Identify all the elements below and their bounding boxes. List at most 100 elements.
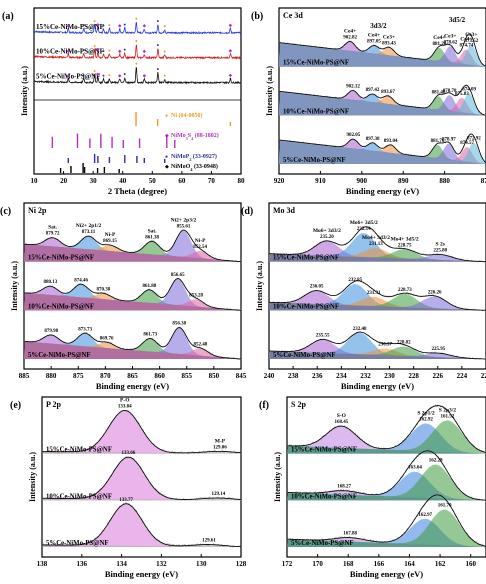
x-tick-label: 885	[19, 372, 30, 380]
peak-value-label: 133.84	[118, 404, 132, 409]
peak-assignment-label: Mo6+ 3d3/2	[313, 228, 341, 234]
x-tick-label: 232	[360, 372, 371, 380]
y-axis-label: Intensity (a.u.)	[273, 452, 282, 502]
x-tick-label: 170	[312, 560, 323, 568]
fit-component	[287, 509, 486, 547]
peak-value-label: 879.72	[46, 232, 60, 237]
x-axis-label: Binding energy (eV)	[341, 381, 414, 391]
sample-label: 10%Ce-NiMo-PS@NF	[291, 493, 357, 500]
fit-envelope	[42, 410, 242, 454]
fit-envelope	[287, 450, 486, 501]
sample-label: 10%Ce-NiMo-PS@NF	[28, 303, 94, 310]
panel-letter: (e)	[10, 400, 21, 411]
peak-value-label: 893.43	[382, 41, 396, 46]
panel-letter: (f)	[259, 400, 269, 411]
peak-assignment-label: S 2s	[436, 242, 445, 248]
phase-marker: ◆	[96, 72, 100, 77]
legend-marker: ●	[165, 114, 168, 119]
phase-marker: ●	[82, 23, 85, 28]
series-label: 15%Ce-NiMo-PS@NF	[36, 23, 104, 31]
x-tick-label: 130	[196, 560, 207, 568]
peak-value-label: 161.52	[441, 414, 455, 419]
fit-envelope	[24, 278, 242, 311]
phase-marker: ●	[82, 48, 85, 53]
y-axis-label: Intensity (a.u.)	[28, 452, 37, 502]
peak-value-label: 228.82	[397, 341, 411, 346]
x-tick-label: 50	[149, 177, 157, 185]
fit-envelope	[287, 494, 486, 547]
peak-value-label: 875.83	[455, 92, 469, 97]
legend-entry: NiMoO4 (33-0948)	[171, 163, 218, 172]
peak-value-label: 881.70	[431, 139, 445, 144]
x-tick-label: 134	[116, 560, 127, 568]
legend-entry: NiMoP2 (33-0927)	[171, 153, 217, 162]
sample-label: 15%Ce-NiMo-PS@NF	[291, 447, 357, 454]
phase-marker: ●	[108, 72, 111, 77]
x-tick-label: 238	[288, 372, 299, 380]
phase-marker: ●	[123, 47, 126, 52]
text-part: 4	[191, 136, 194, 141]
panel-c-xps: 885 880 875 870 865 860 855 850 845 Binding energ…	[0, 202, 247, 391]
fit-envelope	[279, 84, 486, 116]
sample-label: 5%Ce-NiMo-PS@NF	[283, 157, 346, 164]
x-tick-label: 870	[100, 372, 111, 380]
panel-title: Ce 3d	[283, 11, 303, 20]
xrd-pattern-line	[33, 21, 242, 35]
peak-value-label: 878.78	[443, 89, 457, 94]
y-axis-label: Intensity (a.u.)	[255, 261, 264, 311]
plot-frame	[278, 7, 486, 175]
fit-component	[287, 420, 486, 454]
peak-value-label: 236.05	[310, 285, 324, 290]
phase-marker: ●	[135, 61, 138, 66]
peak-value-label: 893.67	[381, 90, 395, 95]
peak-value-label: 133.66	[121, 451, 135, 456]
phase-marker: ●	[157, 67, 160, 72]
peak-value-label: 878.97	[442, 138, 456, 143]
x-tick-label: 228	[408, 372, 419, 380]
peak-assignment-label: Sat.	[148, 228, 158, 234]
phase-marker: ◆	[96, 22, 100, 27]
peak-value-label: 874.57	[460, 141, 474, 146]
peak-assignment-label: Ce3+	[383, 34, 395, 40]
x-axis-label: 2 Theta (degree)	[108, 186, 167, 196]
peak-value-label: 228.75	[398, 243, 412, 248]
panel-a-xrd: 10 20 30 40 50 60 70 80 2 Theta (degree) Intensit…	[2, 7, 245, 196]
x-tick-label: 230	[384, 372, 395, 380]
x-tick-label: 164	[404, 560, 415, 568]
peak-value-label: 852.54	[193, 245, 207, 250]
peak-value-label: 231.31	[367, 291, 381, 296]
text-part: NiMoP	[171, 154, 190, 160]
x-tick-label: 850	[209, 372, 220, 380]
y-axis-label: Intensity (a.u.)	[20, 66, 29, 116]
phase-marker: ●	[108, 23, 111, 28]
text-part: NiMoO	[171, 164, 191, 170]
x-tick-label: 166	[374, 560, 385, 568]
x-tick-label: 860	[154, 372, 165, 380]
fit-component	[269, 284, 486, 311]
peak-assignment-label: Mo4+ 3d3/2	[362, 235, 390, 241]
fit-component	[42, 497, 241, 501]
peak-assignment-label: Ce3+	[465, 32, 477, 38]
x-tick-label: 880	[439, 177, 450, 185]
peak-value-label: 902.82	[343, 35, 357, 40]
peak-value-label: 225.80	[433, 249, 447, 254]
x-tick-label: 224	[457, 372, 468, 380]
panel-title: S 2p	[291, 400, 306, 409]
peak-value-label: 168.45	[334, 420, 348, 425]
peak-value-label: 902.05	[346, 133, 360, 138]
peak-value-label: 129.14	[211, 492, 225, 497]
peak-assignment-label: S-O	[337, 413, 347, 419]
peak-value-label: 163.64	[408, 466, 422, 471]
peak-assignment-label: S 2p1/2	[417, 411, 435, 417]
x-axis-label: Binding energy (eV)	[350, 569, 423, 579]
fit-component	[287, 464, 486, 501]
panel-b-xps: 920 910 900 890 880 870 Binding energy (eV) Int…	[251, 7, 486, 196]
xrd-pattern-line	[33, 44, 242, 60]
sample-label: 15%Ce-NiMo-PS@NF	[273, 255, 339, 262]
peak-value-label: 874.74	[460, 44, 474, 49]
phase-marker: ●	[93, 18, 96, 23]
y-axis-label: Intensity (a.u.)	[265, 66, 274, 116]
text-part: (33-0948)	[192, 163, 218, 170]
fit-component	[287, 426, 486, 454]
peak-value-label: 232.48	[353, 327, 367, 332]
